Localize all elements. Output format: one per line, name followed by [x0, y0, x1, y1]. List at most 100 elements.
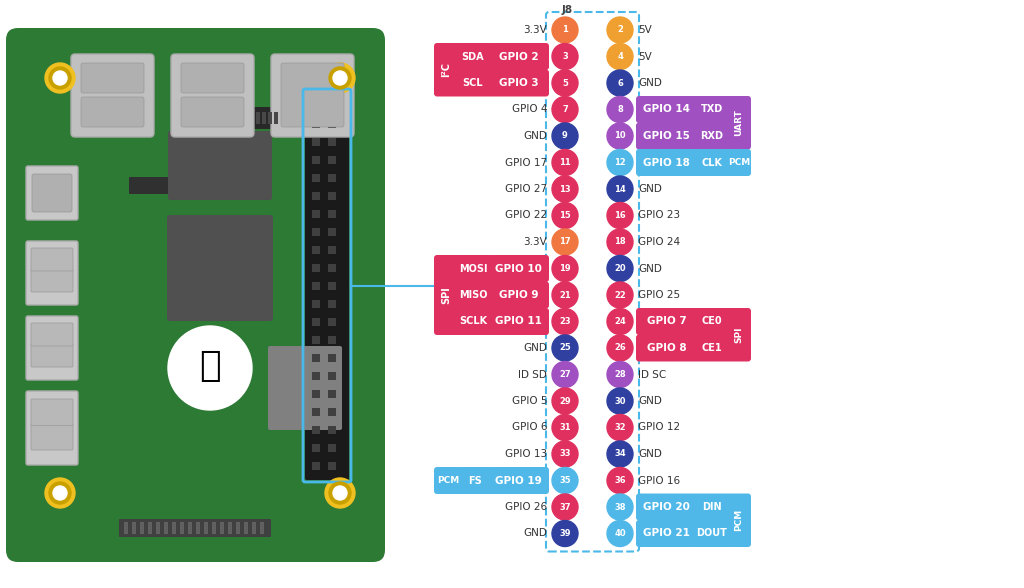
Text: PCM: PCM — [437, 476, 459, 485]
FancyBboxPatch shape — [32, 174, 72, 212]
FancyBboxPatch shape — [268, 346, 342, 430]
Text: GPIO 25: GPIO 25 — [638, 290, 680, 300]
Bar — [328, 174, 336, 182]
FancyBboxPatch shape — [693, 308, 731, 335]
FancyBboxPatch shape — [26, 241, 78, 305]
Circle shape — [53, 71, 67, 85]
Circle shape — [168, 326, 252, 410]
FancyBboxPatch shape — [434, 467, 462, 494]
Bar — [328, 462, 336, 470]
FancyBboxPatch shape — [71, 54, 154, 137]
Bar — [328, 426, 336, 434]
Bar — [312, 372, 319, 380]
Circle shape — [607, 202, 633, 229]
Text: CE1: CE1 — [701, 343, 722, 353]
Text: SPI: SPI — [441, 286, 451, 304]
Text: GPIO 20: GPIO 20 — [638, 502, 680, 512]
Circle shape — [49, 67, 71, 89]
FancyBboxPatch shape — [458, 467, 492, 494]
Circle shape — [607, 362, 633, 387]
Bar — [312, 174, 319, 182]
Text: 20: 20 — [614, 264, 626, 273]
Bar — [172, 522, 176, 534]
Bar — [204, 522, 208, 534]
Circle shape — [325, 63, 355, 93]
Bar — [244, 522, 248, 534]
FancyBboxPatch shape — [31, 248, 73, 271]
Text: GPIO 8: GPIO 8 — [638, 343, 674, 353]
FancyBboxPatch shape — [31, 344, 73, 367]
Bar — [328, 372, 336, 380]
Text: GPIO 10: GPIO 10 — [495, 263, 542, 273]
FancyBboxPatch shape — [636, 493, 697, 520]
Circle shape — [552, 388, 578, 414]
Circle shape — [552, 335, 578, 361]
Text: GPIO 11: GPIO 11 — [495, 316, 542, 326]
Text: 37: 37 — [559, 503, 570, 512]
FancyBboxPatch shape — [636, 149, 697, 176]
FancyBboxPatch shape — [252, 107, 282, 129]
Text: CE0: CE0 — [701, 316, 722, 326]
Bar — [228, 522, 232, 534]
Circle shape — [552, 96, 578, 122]
FancyBboxPatch shape — [119, 519, 271, 537]
Circle shape — [552, 149, 578, 175]
Bar — [132, 522, 136, 534]
Bar — [328, 138, 336, 146]
Text: GPIO 2: GPIO 2 — [499, 52, 539, 62]
Text: DOUT: DOUT — [696, 529, 727, 539]
Circle shape — [552, 467, 578, 493]
Bar — [328, 156, 336, 164]
Text: SPI: SPI — [734, 326, 743, 343]
Circle shape — [552, 123, 578, 149]
Circle shape — [607, 415, 633, 440]
FancyBboxPatch shape — [727, 493, 751, 547]
Text: 11: 11 — [559, 158, 570, 167]
Text: 3.3V: 3.3V — [523, 25, 547, 35]
Text: 19: 19 — [559, 264, 570, 273]
Text: ID SC: ID SC — [638, 369, 667, 379]
Bar — [312, 390, 319, 398]
Bar — [312, 138, 319, 146]
Circle shape — [552, 17, 578, 43]
Bar — [212, 522, 216, 534]
Text: GPIO 19: GPIO 19 — [496, 476, 542, 486]
Bar — [328, 354, 336, 362]
Bar — [262, 112, 266, 124]
Bar — [312, 462, 319, 470]
Text: 31: 31 — [559, 423, 570, 432]
Bar — [312, 444, 319, 452]
Bar — [164, 522, 168, 534]
Text: 12: 12 — [614, 158, 626, 167]
Bar — [328, 192, 336, 200]
Bar — [268, 112, 272, 124]
Bar — [312, 228, 319, 236]
Bar — [220, 522, 224, 534]
Bar — [328, 246, 336, 254]
Text: CLK: CLK — [701, 158, 723, 168]
Text: GPIO 9: GPIO 9 — [512, 290, 547, 300]
FancyBboxPatch shape — [636, 520, 697, 547]
Circle shape — [607, 123, 633, 149]
Bar — [156, 522, 160, 534]
Circle shape — [45, 478, 75, 508]
Text: GPIO 2: GPIO 2 — [512, 52, 547, 62]
Text: 33: 33 — [559, 449, 570, 459]
FancyBboxPatch shape — [727, 96, 751, 149]
Bar — [256, 112, 260, 124]
Text: GPIO 6: GPIO 6 — [512, 423, 547, 433]
Text: GPIO 21: GPIO 21 — [643, 529, 690, 539]
Bar — [328, 300, 336, 308]
Text: J8: J8 — [561, 5, 572, 15]
Text: GND: GND — [523, 529, 547, 539]
Circle shape — [552, 441, 578, 467]
FancyBboxPatch shape — [454, 255, 492, 282]
FancyBboxPatch shape — [26, 166, 78, 220]
Text: GPIO 21: GPIO 21 — [638, 529, 680, 539]
Text: GPIO 4: GPIO 4 — [512, 105, 547, 115]
Bar — [312, 336, 319, 344]
FancyBboxPatch shape — [31, 399, 73, 426]
FancyBboxPatch shape — [434, 43, 458, 96]
Text: GND: GND — [638, 396, 662, 406]
FancyBboxPatch shape — [271, 54, 354, 137]
